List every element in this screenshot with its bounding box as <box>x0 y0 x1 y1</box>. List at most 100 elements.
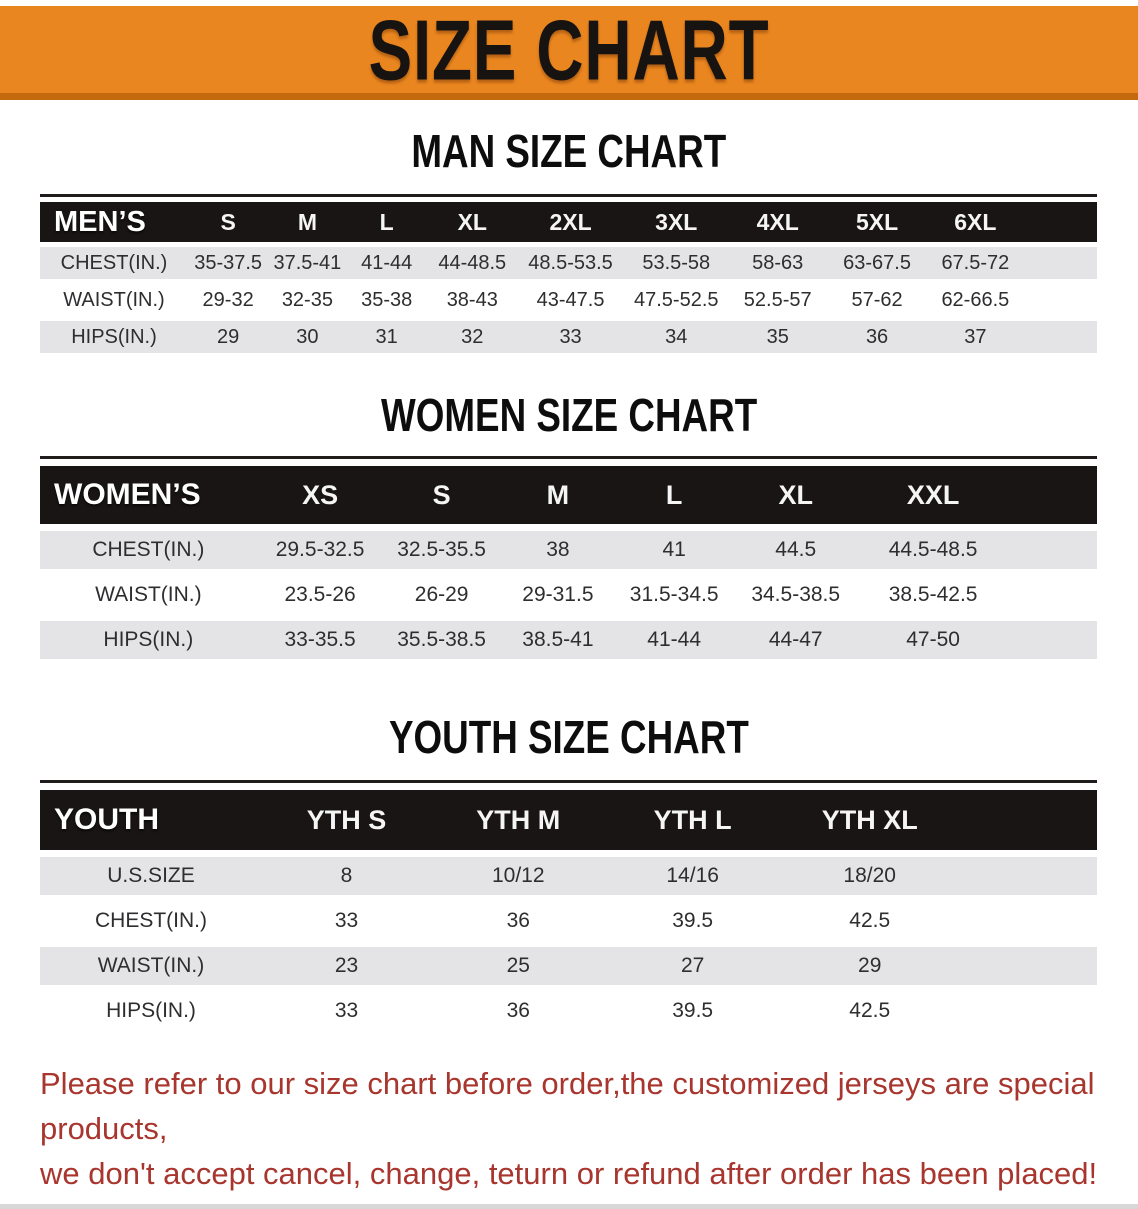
table-row: CHEST(IN.) 33 36 39.5 42.5 <box>40 902 1097 940</box>
banner: SIZE CHART <box>0 6 1138 100</box>
table-row: HIPS(IN.) 33 36 39.5 42.5 <box>40 992 1097 1030</box>
men-header-row: MEN’S S M L XL 2XL 3XL 4XL 5XL 6XL <box>40 202 1097 242</box>
value-cell: 35.5-38.5 <box>383 621 500 659</box>
value-cell: 35-38 <box>346 284 427 316</box>
size-col-header: YTH XL <box>779 790 960 850</box>
value-cell: 39.5 <box>605 992 780 1030</box>
table-row: WAIST(IN.) 29-32 32-35 35-38 38-43 43-47… <box>40 284 1097 316</box>
youth-section-heading: YOUTH SIZE CHART <box>0 714 1138 760</box>
bottom-edge-strip <box>0 1204 1138 1209</box>
value-cell: 10/12 <box>431 857 606 895</box>
row-label-cell: WAIST(IN.) <box>40 284 188 316</box>
table-row: HIPS(IN.) 29 30 31 32 33 34 35 36 37 <box>40 321 1097 353</box>
value-cell: 62-66.5 <box>927 284 1023 316</box>
value-cell: 18/20 <box>779 857 960 895</box>
value-cell: 34 <box>623 321 730 353</box>
spacer-cell <box>1022 321 1097 353</box>
size-col-header: YTH L <box>605 790 780 850</box>
spacer-cell <box>959 902 1097 940</box>
value-cell: 36 <box>431 992 606 1030</box>
women-section-heading: WOMEN SIZE CHART <box>0 392 1138 438</box>
value-cell: 42.5 <box>779 902 960 940</box>
value-cell: 41-44 <box>346 247 427 279</box>
value-cell: 41 <box>616 531 733 569</box>
value-cell: 44.5-48.5 <box>859 531 1008 569</box>
women-section-heading-text: WOMEN SIZE CHART <box>380 389 758 441</box>
row-label-cell: CHEST(IN.) <box>40 247 188 279</box>
spacer-cell <box>1022 202 1097 242</box>
value-cell: 39.5 <box>605 902 780 940</box>
size-col-header: YTH S <box>261 790 432 850</box>
row-label-cell: HIPS(IN.) <box>40 321 188 353</box>
value-cell: 47-50 <box>859 621 1008 659</box>
value-cell: 37 <box>927 321 1023 353</box>
spacer-cell <box>1007 621 1097 659</box>
value-cell: 44-48.5 <box>426 247 518 279</box>
spacer-cell <box>1007 531 1097 569</box>
spacer-cell <box>1007 466 1097 524</box>
row-label-cell: CHEST(IN.) <box>40 531 257 569</box>
table-row: WAIST(IN.) 23.5-26 26-29 29-31.5 31.5-34… <box>40 576 1097 614</box>
value-cell: 27 <box>605 947 780 985</box>
value-cell: 23 <box>261 947 432 985</box>
value-cell: 47.5-52.5 <box>623 284 730 316</box>
row-label-cell: CHEST(IN.) <box>40 902 262 940</box>
men-section-heading-text: MAN SIZE CHART <box>411 125 727 177</box>
value-cell: 63-67.5 <box>826 247 928 279</box>
value-cell: 42.5 <box>779 992 960 1030</box>
table-row: CHEST(IN.) 35-37.5 37.5-41 41-44 44-48.5… <box>40 247 1097 279</box>
value-cell: 33 <box>261 992 432 1030</box>
top-margin-strip <box>0 0 1138 6</box>
value-cell: 31.5-34.5 <box>616 576 733 614</box>
value-cell: 41-44 <box>616 621 733 659</box>
value-cell: 38.5-42.5 <box>859 576 1008 614</box>
row-label-cell: U.S.SIZE <box>40 857 262 895</box>
value-cell: 29 <box>187 321 269 353</box>
value-cell: 33 <box>261 902 432 940</box>
value-cell: 35 <box>729 321 827 353</box>
value-cell: 57-62 <box>826 284 928 316</box>
table-row: HIPS(IN.) 33-35.5 35.5-38.5 38.5-41 41-4… <box>40 621 1097 659</box>
size-col-header: S <box>187 202 269 242</box>
size-col-header: M <box>499 466 617 524</box>
value-cell: 29-32 <box>187 284 269 316</box>
women-header-row: WOMEN’S XS S M L XL XXL <box>40 466 1097 524</box>
value-cell: 33-35.5 <box>256 621 384 659</box>
spacer-cell <box>959 947 1097 985</box>
spacer-cell <box>959 790 1097 850</box>
value-cell: 31 <box>346 321 427 353</box>
value-cell: 32 <box>426 321 518 353</box>
table-row: WAIST(IN.) 23 25 27 29 <box>40 947 1097 985</box>
value-cell: 29-31.5 <box>499 576 617 614</box>
value-cell: 36 <box>826 321 928 353</box>
row-label-cell: WAIST(IN.) <box>40 576 257 614</box>
value-cell: 67.5-72 <box>927 247 1023 279</box>
value-cell: 37.5-41 <box>268 247 347 279</box>
value-cell: 34.5-38.5 <box>732 576 860 614</box>
size-col-header: XXL <box>859 466 1008 524</box>
value-cell: 36 <box>431 902 606 940</box>
size-col-header: 3XL <box>623 202 730 242</box>
order-policy-note: Please refer to our size chart before or… <box>40 1061 1138 1196</box>
value-cell: 23.5-26 <box>256 576 384 614</box>
value-cell: 52.5-57 <box>729 284 827 316</box>
value-cell: 29.5-32.5 <box>256 531 384 569</box>
size-col-header: XL <box>426 202 518 242</box>
size-col-header: XS <box>256 466 384 524</box>
youth-corner-cell: YOUTH <box>40 790 262 850</box>
value-cell: 33 <box>517 321 624 353</box>
size-col-header: 2XL <box>517 202 624 242</box>
row-label-cell: WAIST(IN.) <box>40 947 262 985</box>
value-cell: 30 <box>268 321 347 353</box>
size-col-header: 5XL <box>826 202 928 242</box>
youth-header-row: YOUTH YTH S YTH M YTH L YTH XL <box>40 790 1097 850</box>
value-cell: 25 <box>431 947 606 985</box>
row-label-cell: HIPS(IN.) <box>40 621 257 659</box>
value-cell: 8 <box>261 857 432 895</box>
size-col-header: 4XL <box>729 202 827 242</box>
value-cell: 38-43 <box>426 284 518 316</box>
value-cell: 43-47.5 <box>517 284 624 316</box>
value-cell: 38.5-41 <box>499 621 617 659</box>
value-cell: 32-35 <box>268 284 347 316</box>
